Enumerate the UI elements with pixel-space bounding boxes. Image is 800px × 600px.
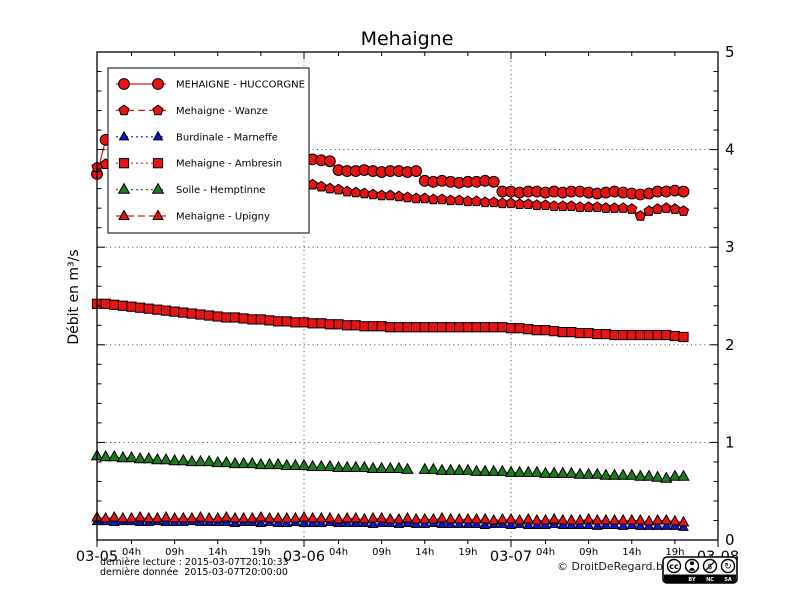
x-hour-label: 14h bbox=[622, 547, 641, 558]
cc-license-badge[interactable]: cc $ ↻ BY NC SA bbox=[662, 556, 738, 584]
legend: MEHAIGNE - HUCCORGNE Mehaigne - Wanze Burd… bbox=[107, 67, 310, 234]
x-hour-label: 19h bbox=[251, 547, 270, 558]
x-hour-label: 19h bbox=[458, 547, 477, 558]
y-tick-label: 0 bbox=[725, 531, 735, 549]
cc-sa-label: SA bbox=[724, 577, 732, 583]
x-day-label: 03-05 bbox=[76, 549, 118, 565]
legend-entry-soile-hemptinne: Soile - Hemptinne bbox=[116, 182, 265, 196]
legend-entry-mehaigne-wanze: Mehaigne - Wanze bbox=[116, 104, 268, 117]
cc-nc-label: NC bbox=[706, 577, 714, 583]
x-hour-label: 04h bbox=[122, 547, 141, 558]
chart-title: Mehaigne bbox=[360, 28, 454, 50]
legend-label: Soile - Hemptinne bbox=[176, 185, 265, 196]
x-hour-label: 04h bbox=[536, 547, 555, 558]
footer-last-data: dernière donnée 2015-03-07T20:00:00 bbox=[100, 567, 288, 578]
series-mehaigne-ambresin bbox=[91, 298, 689, 343]
x-hour-label: 09h bbox=[372, 547, 391, 558]
y-tick-label: 2 bbox=[725, 336, 735, 354]
x-hour-label: 09h bbox=[579, 547, 598, 558]
x-axis: 03-0503-0603-0703-0804h09h14h19h04h09h14… bbox=[76, 52, 739, 565]
cc-badge-svg: cc $ ↻ BY NC SA bbox=[662, 556, 738, 584]
series-mehaigne-upigny bbox=[91, 510, 690, 527]
svg-text:↻: ↻ bbox=[724, 562, 732, 572]
x-hour-label: 19h bbox=[665, 547, 684, 558]
y-axis-label: Débit en m³/s bbox=[66, 249, 82, 345]
footer-last-read: dernière lecture : 2015-03-07T20:10:33 bbox=[100, 557, 289, 568]
legend-entry-mehaigne-ambresin: Mehaigne - Ambresin bbox=[116, 158, 282, 170]
cc-badge-bar bbox=[664, 574, 736, 583]
legend-box bbox=[107, 67, 310, 234]
cc-icon: cc bbox=[666, 558, 682, 574]
cc-nc-icon: $ bbox=[702, 558, 718, 574]
legend-entry-mehaigne-huccorgne: MEHAIGNE - HUCCORGNE bbox=[116, 78, 305, 91]
svg-text:cc: cc bbox=[669, 562, 679, 571]
copyright-text: © DroitDeRegard.be bbox=[557, 560, 670, 573]
legend-label: MEHAIGNE - HUCCORGNE bbox=[176, 80, 305, 91]
plot-frame bbox=[96, 51, 719, 541]
y-tick-label: 1 bbox=[725, 433, 735, 451]
legend-entry-mehaigne-upigny: Mehaigne - Upigny bbox=[116, 209, 270, 223]
legend-label: Mehaigne - Ambresin bbox=[176, 159, 282, 170]
x-day-label: 03-06 bbox=[283, 549, 325, 565]
x-hour-label: 04h bbox=[329, 547, 348, 558]
series-soile-hemptinne bbox=[90, 449, 690, 483]
cc-sa-icon: ↻ bbox=[720, 558, 736, 574]
y-tick-label: 4 bbox=[725, 141, 735, 159]
legend-label: Mehaigne - Wanze bbox=[176, 106, 268, 117]
y-axis: 0 1 2 3 4 5 bbox=[97, 43, 735, 549]
cc-by-label: BY bbox=[688, 577, 696, 583]
x-day-label: 03-07 bbox=[490, 549, 532, 565]
y-tick-label: 3 bbox=[725, 238, 735, 256]
x-hour-label: 14h bbox=[208, 547, 227, 558]
x-hour-label: 09h bbox=[165, 547, 184, 558]
legend-label: Mehaigne - Upigny bbox=[176, 212, 270, 223]
y-tick-label: 5 bbox=[725, 43, 735, 61]
cc-by-icon bbox=[684, 558, 700, 574]
legend-label: Burdinale - Marneffe bbox=[176, 132, 278, 143]
legend-entry-burdinale-marneffe: Burdinale - Marneffe bbox=[116, 130, 278, 143]
x-hour-label: 14h bbox=[415, 547, 434, 558]
